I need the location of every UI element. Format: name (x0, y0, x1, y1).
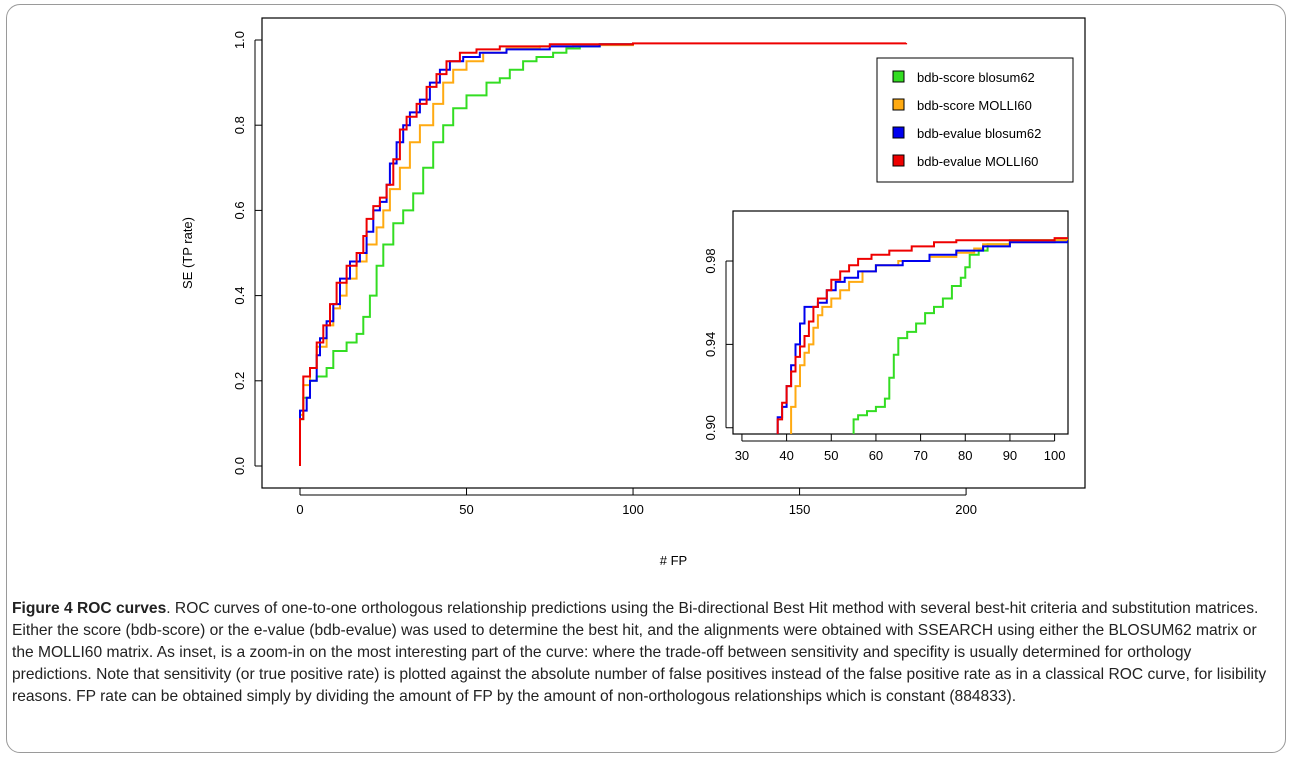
inset-x-tick-label: 40 (779, 448, 793, 463)
legend-label: bdb-score MOLLI60 (917, 98, 1032, 113)
legend-label: bdb-evalue MOLLI60 (917, 154, 1038, 169)
legend-label: bdb-evalue blosum62 (917, 126, 1041, 141)
legend-swatch (892, 98, 905, 111)
legend-swatch (892, 70, 905, 83)
main-y-tick-label: 0.6 (232, 201, 247, 219)
inset-x-tick-label: 70 (913, 448, 927, 463)
main-y-tick-label: 0.4 (232, 287, 247, 305)
main-y-tick-label: 1.0 (232, 31, 247, 49)
main-series-bdb-evalue-molli60 (299, 42, 908, 466)
inset-series-bdb-score-blosum62 (852, 238, 1068, 434)
inset-x-tick-label: 100 (1044, 448, 1066, 463)
roc-chart: 0 50 100 150 200 0.0 0.2 0.4 0.6 0.8 1.0 # FP SE (TP… (180, 17, 1086, 568)
legend-label: bdb-score blosum62 (917, 70, 1035, 85)
main-series-bdb-score-molli60 (299, 44, 634, 466)
legend-swatch (892, 154, 905, 167)
main-x-tick-label: 50 (459, 502, 473, 517)
inset-y-tick-label: 0.90 (703, 415, 718, 440)
main-x-axis-label: # FP (660, 553, 687, 568)
inset-x-tick-label: 90 (1003, 448, 1017, 463)
main-x-tick-label: 200 (955, 502, 977, 517)
caption-text: . ROC curves of one-to-one orthologous r… (12, 600, 1267, 705)
main-y-axis-label: SE (TP rate) (180, 217, 195, 289)
main-y-tick-label: 0.2 (232, 372, 247, 390)
main-x-tick-label: 0 (296, 502, 303, 517)
inset-plot: 30 40 50 60 70 80 90 100 0.90 0.94 0.98 (703, 210, 1069, 463)
inset-x-tick-label: 60 (869, 448, 883, 463)
inset-y-tick-label: 0.94 (703, 332, 718, 357)
main-x-tick-label: 100 (622, 502, 644, 517)
caption-title: Figure 4 ROC curves (12, 600, 167, 617)
main-y-tick-label: 0.0 (232, 457, 247, 475)
legend-box (876, 57, 1074, 183)
main-x-tick-label: 150 (789, 502, 811, 517)
inset-series-group (776, 237, 1068, 434)
main-y-tick-label: 0.8 (232, 116, 247, 134)
inset-series-bdb-evalue-molli60 (776, 237, 1068, 434)
inset-x-tick-label: 80 (958, 448, 972, 463)
inset-plot-frame (732, 210, 1069, 435)
inset-y-tick-label: 0.98 (703, 248, 718, 273)
inset-series-bdb-score-molli60 (790, 239, 1068, 434)
legend-swatch (892, 126, 905, 139)
main-series-bdb-score-blosum62 (299, 43, 633, 466)
inset-x-tick-label: 50 (824, 448, 838, 463)
main-series-group (299, 42, 908, 466)
inset-x-tick-label: 30 (735, 448, 749, 463)
legend: bdb-score blosum62 bdb-score MOLLI60 bdb-e… (876, 57, 1074, 183)
figure-caption: Figure 4 ROC curves. ROC curves of one-t… (12, 598, 1274, 708)
